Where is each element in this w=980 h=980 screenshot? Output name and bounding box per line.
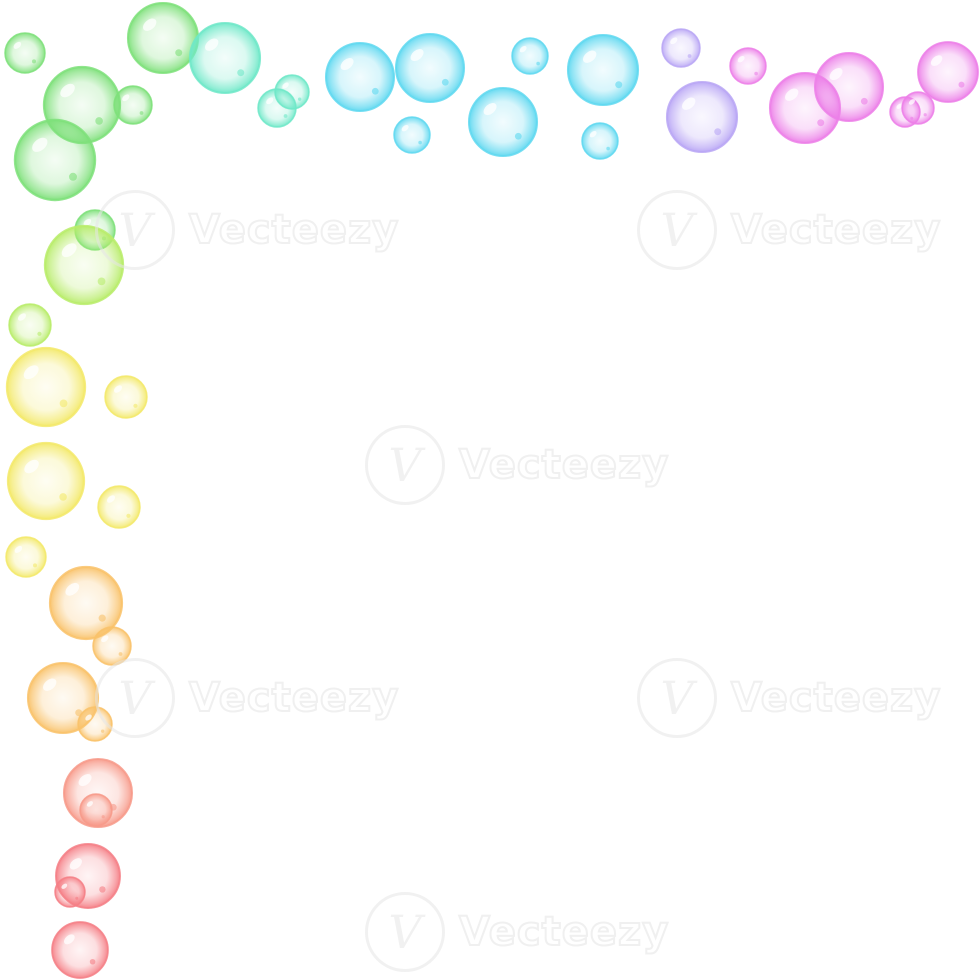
bubble-icon (113, 85, 153, 125)
vecteezy-logo-icon: V (95, 190, 175, 270)
bubble-icon (48, 565, 124, 641)
bubble-icon (901, 91, 935, 125)
bubble-icon (97, 485, 141, 529)
watermark: V Vecteezy (365, 892, 669, 972)
vecteezy-logo-icon: V (365, 892, 445, 972)
bubble-icon (5, 536, 47, 578)
bubble-icon (126, 1, 200, 75)
bubble-icon (5, 346, 87, 428)
bubble-icon (8, 303, 52, 347)
watermark-text: Vecteezy (188, 206, 400, 254)
watermark: V Vecteezy (637, 190, 941, 270)
bubble-icon (104, 375, 148, 419)
watermark: V Vecteezy (365, 425, 669, 505)
bubble-icon (511, 37, 549, 75)
bubble-icon (917, 41, 979, 103)
bubble-icon (188, 21, 262, 95)
watermark-text: Vecteezy (188, 674, 400, 722)
vecteezy-logo-icon: V (365, 425, 445, 505)
watermark: V Vecteezy (95, 190, 399, 270)
watermark-text: Vecteezy (730, 674, 942, 722)
bubble-icon (729, 47, 767, 85)
bubble-icon (581, 122, 619, 160)
watermark-text: Vecteezy (458, 441, 670, 489)
vecteezy-logo-icon: V (95, 658, 175, 738)
watermark: V Vecteezy (637, 658, 941, 738)
bubble-icon (54, 876, 86, 908)
bubble-icon (665, 80, 739, 154)
bubble-icon (324, 41, 396, 113)
bubble-icon (394, 32, 466, 104)
bubble-icon (566, 33, 640, 107)
bubble-icon (13, 118, 97, 202)
watermark: V Vecteezy (95, 658, 399, 738)
bubble-icon (79, 793, 113, 827)
bubble-icon (274, 74, 310, 110)
vecteezy-logo-icon: V (637, 190, 717, 270)
bubble-icon (51, 921, 109, 979)
bubble-icon (813, 51, 885, 123)
bubble-icon (6, 441, 86, 521)
bubble-icon (4, 32, 46, 74)
watermark-text: Vecteezy (730, 206, 942, 254)
bubble-icon (661, 28, 701, 68)
watermark-text: Vecteezy (458, 908, 670, 956)
bubble-icon (393, 116, 431, 154)
bubble-icon (467, 86, 539, 158)
vecteezy-logo-icon: V (637, 658, 717, 738)
